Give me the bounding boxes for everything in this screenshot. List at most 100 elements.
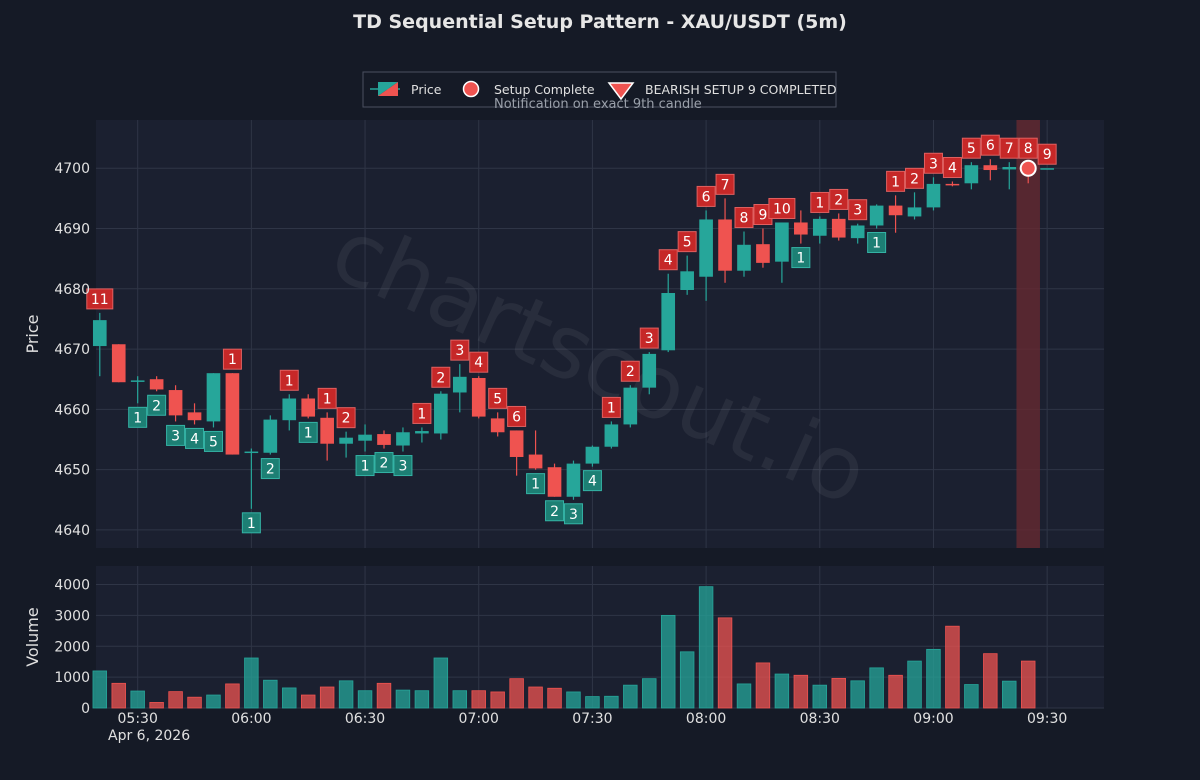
notification-note: Notification on exact 9th candle — [494, 97, 702, 112]
td-label-box — [980, 134, 1000, 156]
volume-axis-title: Volume — [23, 607, 42, 667]
candle — [149, 376, 164, 392]
volume-bar — [679, 651, 695, 709]
volume-bar — [92, 670, 108, 709]
td-label-box — [905, 167, 925, 189]
td-sell-count-label: 2 — [620, 360, 640, 382]
td-label-text: 7 — [721, 177, 730, 193]
td-label-box — [526, 473, 546, 495]
time-tick-label: 09:30 — [1027, 711, 1067, 727]
td-label-box — [696, 185, 716, 207]
setup-complete-marker — [1019, 159, 1037, 177]
volume-bar — [490, 691, 505, 709]
candle-body — [377, 434, 391, 445]
td-label-box — [620, 360, 640, 382]
td-label-box — [999, 137, 1019, 159]
candle — [339, 431, 353, 458]
td-label-box — [317, 387, 337, 409]
volume-tick-label: 4000 — [54, 578, 90, 594]
td-label-box — [867, 232, 887, 254]
volume-bar — [736, 683, 752, 709]
candle-body — [471, 378, 486, 417]
td-label-box — [601, 396, 621, 418]
td-buy-count-label: 1 — [526, 473, 546, 495]
candle — [490, 412, 505, 437]
td-sell-count-label: 1 — [222, 348, 242, 370]
td-sell-count-label: 4 — [469, 351, 489, 373]
td-label-box — [279, 369, 299, 391]
td-label-text: 3 — [853, 203, 862, 219]
td-label-box — [450, 339, 470, 361]
candle-body — [528, 454, 543, 469]
td-label-text: 3 — [398, 459, 407, 475]
td-label-box — [658, 249, 678, 271]
volume-bar — [282, 687, 297, 709]
volume-tick-label: 1000 — [54, 670, 90, 686]
candle — [756, 228, 770, 268]
td-label-box — [582, 470, 602, 492]
td-label-text: 1 — [361, 459, 370, 475]
candle — [111, 344, 126, 383]
td-label-box — [203, 430, 223, 452]
candle-body — [225, 373, 240, 455]
candle — [225, 373, 240, 455]
candle — [680, 255, 694, 295]
td-buy-count-label: 2 — [374, 452, 394, 474]
td-label-text: 10 — [773, 201, 791, 217]
td-label-text: 5 — [493, 391, 502, 407]
candle-body — [907, 207, 922, 217]
td-label-text: 5 — [967, 141, 976, 157]
candle — [206, 373, 221, 428]
td-label-box — [374, 452, 394, 474]
td-label-text: 2 — [342, 411, 351, 427]
td-label-text: 2 — [380, 456, 389, 472]
td-label-text: 4 — [664, 253, 673, 269]
legend-box — [362, 71, 837, 108]
volume-tick-label: 3000 — [54, 608, 90, 624]
td-label-text: 3 — [171, 428, 180, 444]
candle — [926, 177, 941, 211]
candle — [377, 430, 391, 449]
td-label-text: 2 — [834, 192, 843, 208]
candle — [92, 312, 107, 377]
candle-body — [661, 293, 676, 351]
candle-body — [358, 434, 372, 441]
volume-bars — [92, 586, 1036, 709]
td-sell-count-label: 3 — [923, 152, 943, 174]
candle — [699, 210, 713, 301]
td-buy-count-label: 1 — [867, 232, 887, 254]
candle-body — [282, 398, 297, 421]
time-tick-label: 07:00 — [459, 711, 499, 727]
td-label-box — [469, 351, 489, 373]
volume-bar — [1020, 660, 1036, 709]
candlesticks — [92, 159, 1054, 509]
td-label-text: 1 — [304, 425, 313, 441]
time-tick-label: 06:00 — [231, 711, 271, 727]
volume-bar — [869, 667, 884, 709]
td-label-text: 8 — [740, 211, 749, 227]
candle — [1040, 168, 1054, 170]
td-label-box — [563, 503, 583, 525]
td-label-box — [431, 366, 451, 388]
volume-bar — [774, 673, 790, 709]
volume-bar — [168, 691, 183, 709]
candle-body — [490, 418, 505, 433]
candle-body — [547, 467, 562, 497]
time-tick-label: 08:30 — [800, 711, 840, 727]
candle — [130, 376, 145, 404]
candle-body — [1002, 167, 1017, 170]
price-axis-title: Price — [23, 314, 42, 353]
candle-body — [187, 412, 202, 421]
td-sell-count-label: 5 — [677, 231, 697, 253]
volume-bar — [755, 662, 771, 709]
td-label-box — [545, 500, 565, 522]
td-buy-count-label: 5 — [203, 430, 223, 452]
price-tick-label: 4670 — [54, 342, 90, 358]
td-buy-count-label: 1 — [791, 247, 811, 269]
td-label-box — [768, 197, 796, 219]
volume-bar — [660, 614, 676, 709]
candle-body — [831, 218, 846, 238]
volume-bar — [471, 690, 486, 709]
candle — [282, 394, 297, 431]
candle — [263, 415, 278, 455]
